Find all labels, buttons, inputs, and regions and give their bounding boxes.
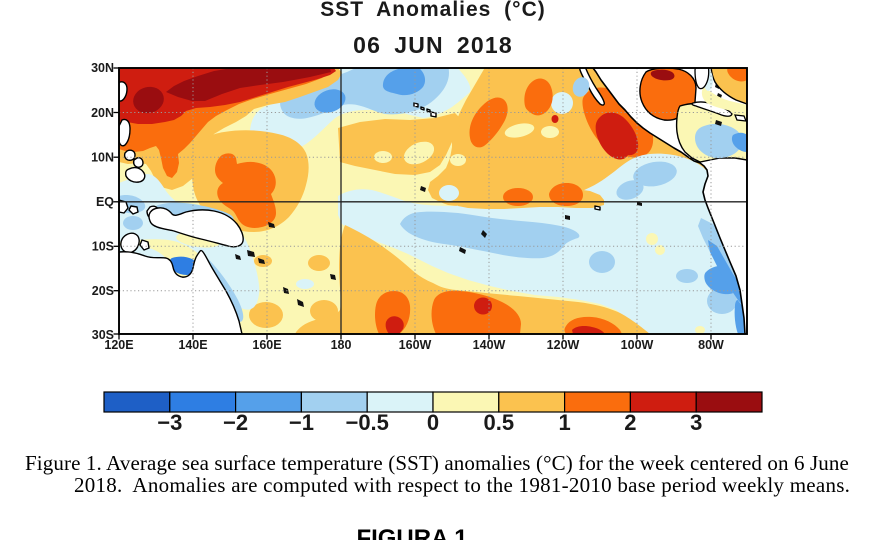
svg-text:180: 180 [331,338,352,352]
svg-text:−3: −3 [157,410,182,435]
svg-text:20S: 20S [92,284,114,298]
svg-text:−1: −1 [289,410,314,435]
svg-text:−2: −2 [223,410,248,435]
svg-text:3: 3 [690,410,702,435]
svg-text:10S: 10S [92,240,114,254]
svg-text:120E: 120E [104,338,133,352]
svg-text:EQ: EQ [96,195,114,209]
svg-text:2: 2 [624,410,636,435]
svg-text:0: 0 [427,410,439,435]
svg-text:−0.5: −0.5 [345,410,388,435]
svg-text:30S: 30S [92,328,114,342]
svg-text:160E: 160E [252,338,281,352]
svg-text:80W: 80W [698,338,724,352]
svg-text:120W: 120W [547,338,580,352]
svg-text:1: 1 [558,410,570,435]
svg-text:20N: 20N [91,106,114,120]
svg-text:160W: 160W [399,338,432,352]
svg-text:SST Anomalies (°C): SST Anomalies (°C) [320,0,545,21]
svg-text:0.5: 0.5 [484,410,515,435]
svg-text:10N: 10N [91,151,114,165]
svg-text:30N: 30N [91,61,114,75]
svg-text:100W: 100W [621,338,654,352]
svg-text:06 JUN 2018: 06 JUN 2018 [353,32,513,58]
svg-text:140W: 140W [473,338,506,352]
svg-text:140E: 140E [178,338,207,352]
